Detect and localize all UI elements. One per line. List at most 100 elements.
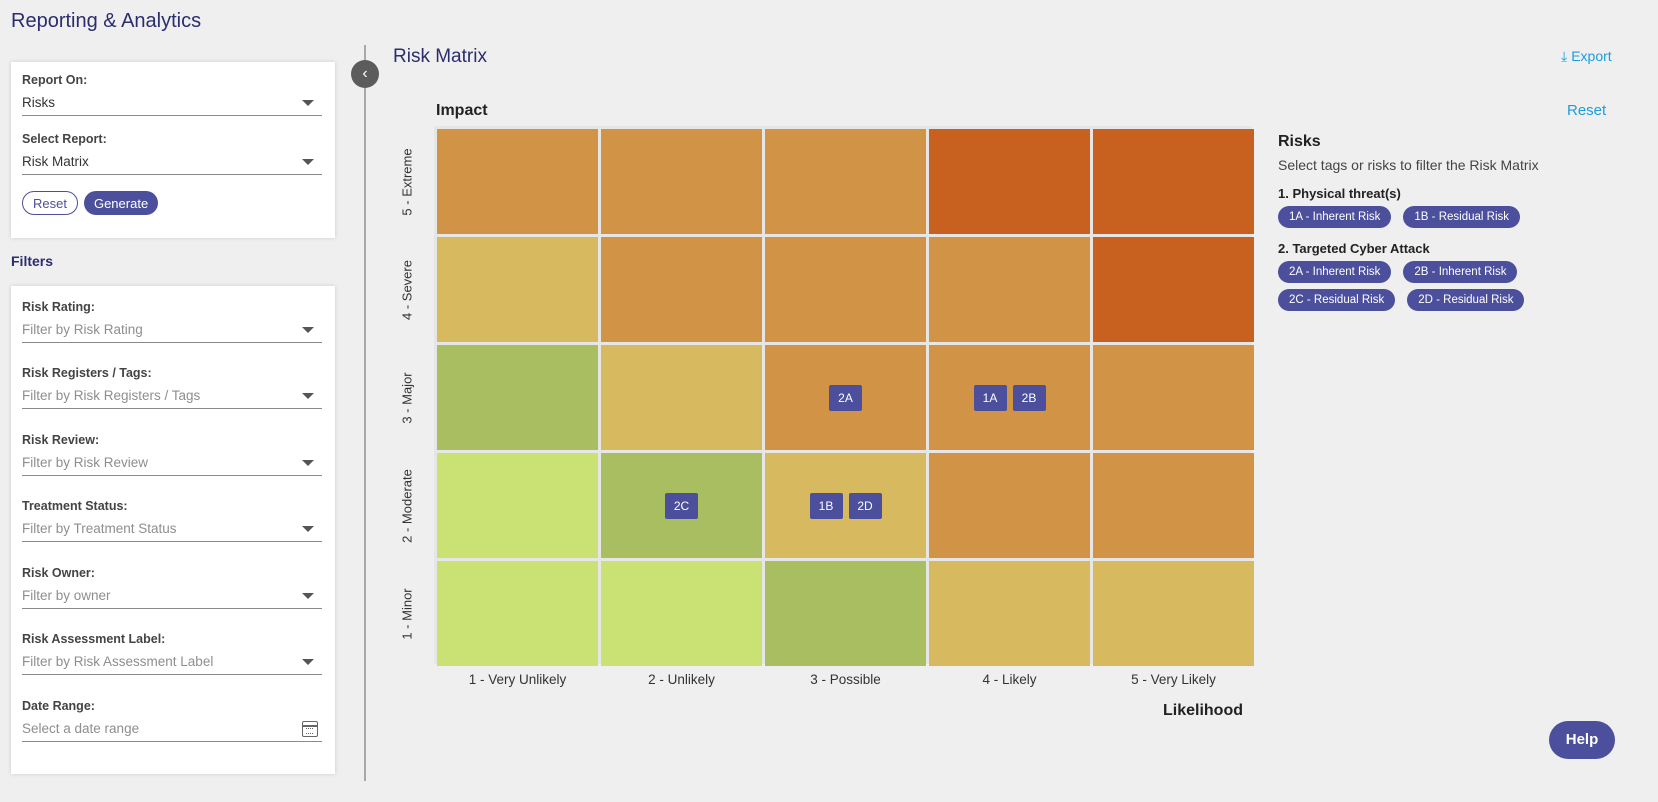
treatment-status-placeholder: Filter by Treatment Status	[22, 521, 177, 536]
impact-level-label: 3 - Major	[399, 371, 414, 424]
export-link[interactable]: ⤓ Export	[1561, 48, 1612, 65]
assessment-label-select[interactable]: Filter by Risk Assessment Label	[22, 653, 322, 675]
matrix-cell-i4-l1[interactable]	[437, 237, 598, 342]
likelihood-level-label: 5 - Very Likely	[1131, 672, 1216, 687]
matrix-cell-i5-l2[interactable]	[601, 129, 762, 234]
matrix-cell-i3-l2[interactable]	[601, 345, 762, 450]
report-on-field[interactable]: Report On: Risks	[22, 73, 322, 116]
risk-matrix-grid: 2A 1A 2B 2C 1B 2D	[434, 126, 1254, 666]
matrix-cell-i3-l5[interactable]	[1093, 345, 1254, 450]
impact-level-label: 4 - Severe	[399, 259, 414, 320]
matrix-cell-i1-l4[interactable]	[929, 561, 1090, 666]
risk-registers-filter[interactable]: Risk Registers / Tags: Filter by Risk Re…	[22, 366, 322, 409]
matrix-cell-i5-l4[interactable]	[929, 129, 1090, 234]
matrix-cell-i1-l5[interactable]	[1093, 561, 1254, 666]
matrix-cell-i5-l5[interactable]	[1093, 129, 1254, 234]
reset-button[interactable]: Reset	[22, 191, 78, 215]
treatment-status-filter[interactable]: Treatment Status: Filter by Treatment St…	[22, 499, 322, 542]
chevron-down-icon[interactable]	[302, 593, 314, 599]
likelihood-level-label: 2 - Unlikely	[648, 672, 715, 687]
chevron-down-icon[interactable]	[302, 327, 314, 333]
risk-rating-select[interactable]: Filter by Risk Rating	[22, 321, 322, 343]
risk-tag-1a[interactable]: 1A - Inherent Risk	[1278, 206, 1392, 228]
matrix-cell-i1-l1[interactable]	[437, 561, 598, 666]
likelihood-level-label: 1 - Very Unlikely	[468, 672, 567, 687]
matrix-cell-i5-l3[interactable]	[765, 129, 926, 234]
matrix-cell-i1-l3[interactable]	[765, 561, 926, 666]
risk-rating-label: Risk Rating:	[22, 300, 95, 314]
report-on-label: Report On:	[22, 73, 88, 87]
chevron-down-icon[interactable]	[302, 460, 314, 466]
matrix-cell-i3-l4[interactable]: 1A 2B	[929, 345, 1090, 450]
risk-registers-select[interactable]: Filter by Risk Registers / Tags	[22, 387, 322, 409]
risk-tag-2d[interactable]: 2D - Residual Risk	[1407, 289, 1525, 311]
matrix-cell-i2-l3[interactable]: 1B 2D	[765, 453, 926, 558]
select-report-value: Risk Matrix	[22, 154, 89, 169]
report-on-select[interactable]: Risks	[22, 94, 322, 116]
assessment-label-label: Risk Assessment Label:	[22, 632, 166, 646]
app-title: Reporting & Analytics	[11, 10, 202, 32]
date-range-placeholder: Select a date range	[22, 721, 140, 736]
calendar-icon[interactable]	[302, 721, 318, 737]
filters-panel: Risk Rating: Filter by Risk Rating Risk …	[11, 286, 335, 774]
risk-tag-1b[interactable]: 1B - Residual Risk	[1403, 206, 1520, 228]
risk-rating-placeholder: Filter by Risk Rating	[22, 322, 143, 337]
risk-registers-placeholder: Filter by Risk Registers / Tags	[22, 388, 201, 403]
risk-chip-1a[interactable]: 1A	[973, 384, 1007, 411]
risks-subtitle: Select tags or risks to filter the Risk …	[1278, 157, 1539, 173]
risk-pill-row: 2C - Residual Risk 2D - Residual Risk	[1278, 289, 1598, 311]
risk-review-placeholder: Filter by Risk Review	[22, 455, 149, 470]
help-button[interactable]: Help	[1549, 721, 1615, 759]
risk-tag-2c[interactable]: 2C - Residual Risk	[1278, 289, 1396, 311]
risk-tag-2a[interactable]: 2A - Inherent Risk	[1278, 261, 1392, 283]
matrix-reset-link[interactable]: Reset	[1567, 102, 1607, 119]
report-actions: Reset Generate	[22, 191, 159, 215]
chevron-down-icon[interactable]	[302, 526, 314, 532]
treatment-status-select[interactable]: Filter by Treatment Status	[22, 520, 322, 542]
matrix-cell-i3-l3[interactable]: 2A	[765, 345, 926, 450]
matrix-cell-i5-l1[interactable]	[437, 129, 598, 234]
risk-review-label: Risk Review:	[22, 433, 100, 447]
chevron-down-icon[interactable]	[302, 393, 314, 399]
risk-rating-filter[interactable]: Risk Rating: Filter by Risk Rating	[22, 300, 322, 343]
select-report-field[interactable]: Select Report: Risk Matrix	[22, 132, 322, 175]
date-range-label: Date Range:	[22, 699, 95, 713]
risk-chip-2d[interactable]: 2D	[848, 492, 882, 519]
matrix-cell-i4-l2[interactable]	[601, 237, 762, 342]
chevron-down-icon[interactable]	[302, 659, 314, 665]
assessment-label-filter[interactable]: Risk Assessment Label: Filter by Risk As…	[22, 632, 322, 675]
risk-review-select[interactable]: Filter by Risk Review	[22, 454, 322, 476]
select-report-select[interactable]: Risk Matrix	[22, 153, 322, 175]
risk-chip-2a[interactable]: 2A	[829, 384, 862, 411]
date-range-input[interactable]: Select a date range	[22, 720, 322, 742]
collapse-sidebar-button[interactable]: ‹	[351, 60, 379, 88]
matrix-cell-i2-l2[interactable]: 2C	[601, 453, 762, 558]
matrix-cell-i3-l1[interactable]	[437, 345, 598, 450]
impact-level-label: 5 - Extreme	[399, 147, 414, 216]
matrix-cell-i2-l5[interactable]	[1093, 453, 1254, 558]
risk-owner-select[interactable]: Filter by owner	[22, 587, 322, 609]
date-range-filter[interactable]: Date Range: Select a date range	[22, 699, 322, 742]
chevron-down-icon[interactable]	[302, 159, 314, 165]
download-icon: ⤓	[1561, 48, 1568, 64]
filters-heading: Filters	[11, 253, 54, 269]
impact-level-label: 1 - Minor	[399, 587, 414, 640]
matrix-cell-i4-l4[interactable]	[929, 237, 1090, 342]
matrix-cell-i4-l3[interactable]	[765, 237, 926, 342]
matrix-cell-i4-l5[interactable]	[1093, 237, 1254, 342]
matrix-cell-i2-l1[interactable]	[437, 453, 598, 558]
risk-chip-1b[interactable]: 1B	[809, 492, 843, 519]
risk-tag-2b[interactable]: 2B - Inherent Risk	[1403, 261, 1518, 283]
generate-button[interactable]: Generate	[83, 191, 159, 215]
risks-title: Risks	[1278, 133, 1321, 150]
matrix-cell-i1-l2[interactable]	[601, 561, 762, 666]
chevron-left-icon: ‹	[362, 65, 368, 82]
risk-registers-label: Risk Registers / Tags:	[22, 366, 152, 380]
risk-owner-filter[interactable]: Risk Owner: Filter by owner	[22, 566, 322, 609]
risk-review-filter[interactable]: Risk Review: Filter by Risk Review	[22, 433, 322, 476]
risk-chip-2b[interactable]: 2B	[1012, 384, 1046, 411]
matrix-cell-i2-l4[interactable]	[929, 453, 1090, 558]
risk-chip-2c[interactable]: 2C	[665, 492, 698, 519]
export-label: Export	[1571, 48, 1612, 64]
chevron-down-icon[interactable]	[302, 100, 314, 106]
